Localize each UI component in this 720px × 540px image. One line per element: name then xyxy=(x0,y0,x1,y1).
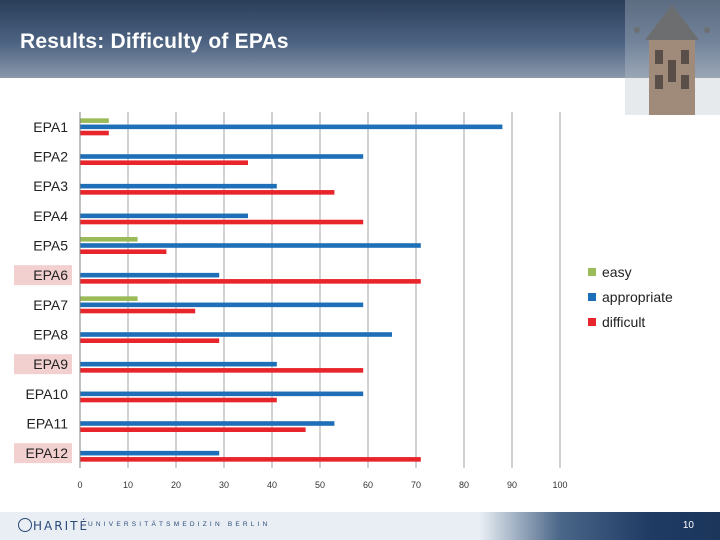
x-tick-label: 60 xyxy=(363,480,373,490)
bar-easy xyxy=(80,118,109,123)
y-category-label: EPA6 xyxy=(33,267,68,283)
slide-footer: HARITÉ UNIVERSITÄTSMEDIZIN BERLIN 10 xyxy=(0,512,720,540)
x-tick-label: 0 xyxy=(77,480,82,490)
category-highlight xyxy=(14,443,72,464)
y-category-label: EPA7 xyxy=(33,297,68,313)
bar-appropriate xyxy=(80,361,277,367)
building-tower-image xyxy=(625,0,720,115)
charite-c-icon xyxy=(18,518,32,532)
bar-difficult xyxy=(80,427,306,432)
category-highlight xyxy=(14,265,72,286)
bar-appropriate xyxy=(80,332,392,337)
legend-label-difficult: difficult xyxy=(602,314,645,330)
difficulty-bar-chart: 0 10 20 30 40 50 60 70 80 90 100 EPA1 EPA2 EPA3 EPA4 EP… xyxy=(14,112,673,490)
y-category-label: EPA4 xyxy=(33,208,68,224)
bar-appropriate xyxy=(80,391,364,397)
bar-appropriate xyxy=(80,243,421,248)
bar-easy xyxy=(80,296,138,301)
x-tick-label: 100 xyxy=(552,480,567,490)
x-tick-label: 80 xyxy=(459,480,469,490)
x-tick-label: 40 xyxy=(267,480,277,490)
y-category-label: EPA1 xyxy=(33,119,68,135)
charite-logo: HARITÉ xyxy=(18,518,89,533)
bar-difficult xyxy=(80,190,335,195)
bar-difficult xyxy=(80,368,364,373)
bar-appropriate xyxy=(80,124,503,130)
bar-difficult xyxy=(80,130,109,136)
bar-appropriate xyxy=(80,183,277,189)
slide-title: Results: Difficulty of EPAs xyxy=(20,30,289,53)
category-highlight xyxy=(14,354,72,375)
legend-label-appropriate: appropriate xyxy=(602,289,673,305)
bar-difficult xyxy=(80,249,167,254)
bar-appropriate xyxy=(80,272,220,278)
x-tick-label: 70 xyxy=(411,480,421,490)
x-tick-label: 10 xyxy=(123,480,133,490)
bar-difficult xyxy=(80,308,196,314)
footer-subtitle: UNIVERSITÄTSMEDIZIN BERLIN xyxy=(88,521,271,528)
slide-header: Results: Difficulty of EPAs xyxy=(0,0,720,115)
legend-label-easy: easy xyxy=(602,264,632,280)
bar-easy xyxy=(80,237,138,242)
y-category-label: EPA12 xyxy=(25,445,68,461)
y-category-label: EPA9 xyxy=(33,356,68,372)
x-tick-label: 20 xyxy=(171,480,181,490)
bar-appropriate xyxy=(80,450,220,456)
bar-appropriate xyxy=(80,154,364,159)
bar-appropriate xyxy=(80,213,248,219)
bar-difficult xyxy=(80,397,277,403)
x-tick-label: 30 xyxy=(219,480,229,490)
x-tick-label: 90 xyxy=(507,480,517,490)
legend-swatch-difficult xyxy=(588,318,596,326)
bar-difficult xyxy=(80,457,421,462)
bar-appropriate xyxy=(80,302,364,308)
x-tick-label: 50 xyxy=(315,480,325,490)
bar-difficult xyxy=(80,160,248,165)
bar-difficult xyxy=(80,219,364,225)
legend-swatch-appropriate xyxy=(588,293,596,301)
bar-difficult xyxy=(80,279,421,284)
y-category-label: EPA3 xyxy=(33,178,68,194)
y-category-label: EPA10 xyxy=(25,386,68,402)
bar-difficult xyxy=(80,338,220,343)
y-category-label: EPA2 xyxy=(33,149,68,165)
page-number: 10 xyxy=(682,520,694,531)
bar-appropriate xyxy=(80,421,335,426)
y-category-label: EPA11 xyxy=(26,416,68,432)
y-category-label: EPA5 xyxy=(33,238,68,254)
legend-swatch-easy xyxy=(588,268,596,276)
y-category-label: EPA8 xyxy=(33,327,68,343)
